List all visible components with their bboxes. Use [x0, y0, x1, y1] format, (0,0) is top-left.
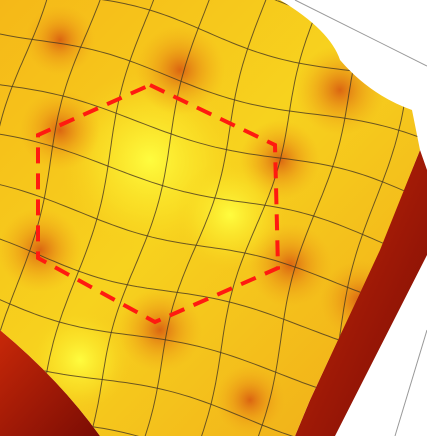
shade — [215, 365, 285, 435]
shade — [118, 288, 202, 372]
highlight — [175, 160, 285, 270]
hexagon-outline — [36, 82, 281, 325]
mesh-line — [0, 307, 420, 436]
mesh-line — [0, 64, 420, 231]
box-edge — [394, 329, 427, 436]
mesh-line — [0, 12, 420, 183]
shade — [25, 5, 95, 75]
shade — [135, 25, 225, 115]
side-wall — [0, 330, 100, 436]
side-wall — [295, 150, 427, 436]
box-edge — [294, 0, 427, 67]
shade — [295, 45, 385, 135]
shade — [0, 208, 82, 292]
mesh-line — [0, 0, 420, 135]
